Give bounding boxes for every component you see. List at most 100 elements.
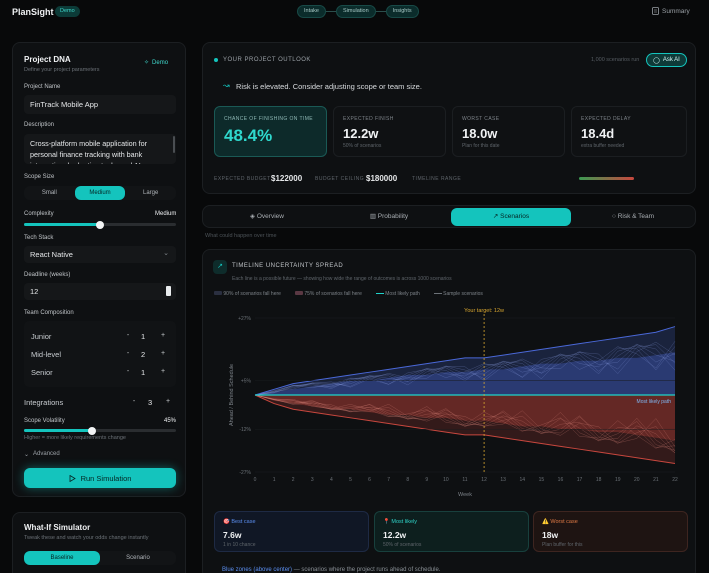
increment-mid-button[interactable]: + (160, 350, 166, 357)
step-insights[interactable]: Insights (385, 5, 419, 18)
sample-path (254, 394, 676, 448)
worst-case-scenario-card: ⚠️ Worst case 18w Plan buffer for this (533, 511, 688, 552)
junior-count: 1 (141, 332, 146, 341)
decrement-junior-button[interactable]: - (126, 332, 130, 339)
x-tick-label: 1 (273, 477, 276, 483)
x-tick-label: 16 (558, 477, 564, 483)
sample-path (254, 394, 676, 449)
baseline-option[interactable]: Baseline (24, 551, 100, 565)
chat-icon: ◯ (653, 57, 660, 64)
chevron-down-icon: ⌄ (163, 250, 169, 257)
legend-item-likely: Most likely path (375, 291, 420, 297)
lower-bound-line (254, 394, 676, 464)
advanced-label: Advanced (33, 451, 60, 457)
step-simulation[interactable]: Simulation (335, 5, 376, 18)
tab-probability[interactable]: ▥ Probability (329, 208, 449, 226)
advanced-toggle[interactable]: ⌄ Advanced (24, 451, 60, 458)
tab-scenarios-label: Scenarios (500, 213, 530, 220)
y-axis-label: Ahead / Behind Schedule (229, 364, 235, 426)
demo-fill-label: Demo (152, 59, 169, 66)
deadline-label: Deadline (weeks) (24, 272, 71, 278)
deadline-input[interactable]: 12 (24, 283, 176, 300)
summary-button[interactable]: Summary (652, 7, 690, 15)
chevron-down-icon: ⌄ (24, 452, 30, 458)
scope-small[interactable]: Small (41, 190, 57, 196)
description-textarea[interactable]: Cross-platform mobile application for pe… (24, 134, 176, 164)
most-likely-value: 12.2w (383, 530, 407, 540)
volatility-slider-fill (24, 429, 93, 432)
tab-overview-label: Overview (256, 213, 284, 220)
metric-value: 48.4% (224, 126, 273, 145)
run-simulation-button[interactable]: Run Simulation (24, 468, 176, 488)
sample-path (254, 394, 676, 453)
top-bar: PlanSight Demo Intake Simulation Insight… (0, 0, 709, 24)
project-outlook-panel: YOUR PROJECT OUTLOOK 1,000 scenarios run… (202, 42, 696, 194)
tab-overview[interactable]: ◈ Overview (207, 208, 327, 226)
increment-senior-button[interactable]: + (160, 368, 166, 375)
decrement-integrations-button[interactable]: - (132, 398, 136, 405)
increment-junior-button[interactable]: + (160, 332, 166, 339)
tab-risk-team[interactable]: ○ Risk & Team (573, 208, 693, 226)
sample-path (254, 344, 676, 396)
circle-icon: ○ (611, 213, 616, 220)
x-tick-label: 18 (596, 477, 602, 483)
scope-medium[interactable]: Medium (74, 186, 126, 200)
scenario-count: 1,000 scenarios run (591, 57, 640, 63)
sample-path (254, 346, 676, 396)
decrement-mid-button[interactable]: - (126, 350, 130, 357)
increment-integrations-button[interactable]: + (165, 398, 171, 405)
metric-title: WORST CASE (462, 116, 500, 122)
volatility-slider[interactable] (24, 429, 176, 432)
budget-value: $122000 (271, 174, 303, 183)
legend-swatch (433, 293, 442, 295)
trend-icon: ↝ (223, 81, 230, 90)
step-intake[interactable]: Intake (297, 5, 326, 18)
complexity-slider-handle[interactable] (96, 220, 104, 229)
x-tick-label: 6 (368, 477, 371, 483)
project-name-input[interactable]: FinTrack Mobile App (24, 95, 176, 114)
legend-item-75: 75% of scenarios fall here (294, 291, 362, 297)
metric-value: 18.4d (581, 126, 615, 141)
textarea-scrollbar[interactable] (173, 136, 175, 153)
ask-ai-label: Ask AI (662, 57, 680, 63)
most-likely-card: 📍 Most likely 12.2w 50% of scenarios (374, 511, 529, 552)
volatility-slider-handle[interactable] (88, 426, 97, 435)
budget-label: EXPECTED BUDGET (214, 176, 271, 182)
x-tick-label: 19 (615, 477, 621, 483)
document-icon (652, 7, 659, 15)
legend-swatch (375, 292, 384, 295)
worst-case-title-row: ⚠️ Worst case (542, 519, 578, 525)
legend-item-90: 90% of scenarios fall here (214, 291, 281, 297)
integrations-label: Integrations (24, 398, 64, 407)
x-tick-label: 9 (425, 477, 428, 483)
trend-icon: ↗ (492, 213, 499, 220)
demo-fill-button[interactable]: ✧ Demo (144, 59, 169, 67)
x-tick-label: 15 (539, 477, 545, 483)
number-spinner[interactable] (166, 286, 171, 296)
upper-bound-line (254, 326, 676, 396)
ceiling-label: BUDGET CEILING (315, 176, 365, 182)
description-label: Description (24, 122, 55, 128)
tech-label: Tech Stack (24, 235, 54, 241)
scope-large[interactable]: Large (143, 190, 159, 196)
whatif-title: What-If Simulator (24, 523, 91, 532)
x-tick-label: 10 (443, 477, 449, 483)
x-tick-label: 14 (519, 477, 525, 483)
timeline-chart: +27%+5%-12%-27%0 1 2 3 4 5 6 7 8 9 10 11 12 13 14 15 16 1… (229, 308, 678, 498)
tech-stack-select[interactable]: React Native ⌄ (24, 246, 176, 263)
ask-ai-button[interactable]: ◯ Ask AI (646, 53, 687, 67)
team-role-senior: Senior (31, 368, 53, 377)
band-90-upper (255, 326, 675, 395)
tab-bar: ◈ Overview ▥ Probability ↗ Scenarios ○ R… (202, 205, 696, 228)
decrement-senior-button[interactable]: - (126, 368, 130, 375)
outlook-header: YOUR PROJECT OUTLOOK (223, 57, 311, 63)
most-likely-label: Most likely path (637, 399, 672, 405)
most-likely-sub: 50% of scenarios (383, 542, 422, 548)
scope-label: Scope Size (24, 174, 55, 180)
scenario-option[interactable]: Scenario (126, 555, 150, 561)
target-label: Your target: 12w (464, 308, 504, 314)
x-tick-label: 12 (481, 477, 487, 483)
scope-selector: Small Medium Large (24, 186, 176, 200)
timeline-range-label: TIMELINE RANGE (412, 176, 462, 182)
tab-scenarios[interactable]: ↗ Scenarios (451, 208, 571, 226)
